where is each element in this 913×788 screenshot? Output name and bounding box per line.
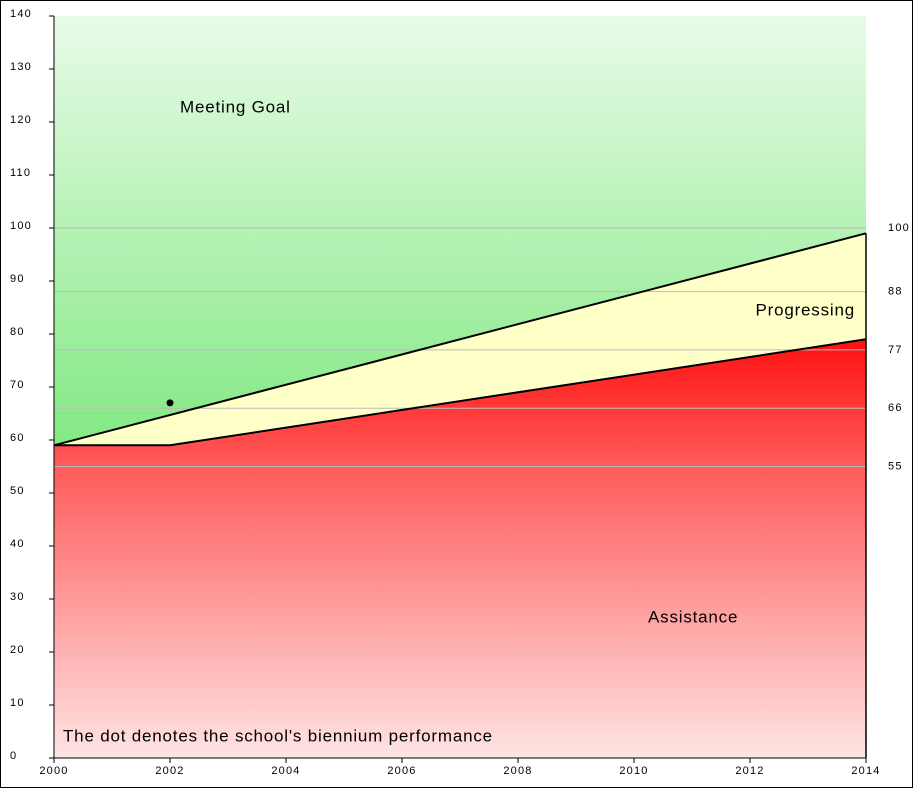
y-tick-label: 80 (10, 326, 25, 338)
annotation: Assistance (648, 607, 738, 626)
y-tick-label: 70 (10, 379, 25, 391)
dot (166, 399, 174, 407)
y-tick-label: 120 (10, 114, 32, 126)
x-tick-label: 2006 (387, 765, 416, 777)
x-tick-label: 2000 (39, 765, 68, 777)
y-tick-label: 0 (10, 750, 17, 762)
y-tick-label: 10 (10, 697, 25, 709)
x-tick-label: 2012 (735, 765, 764, 777)
y2-tick-label: 88 (888, 286, 903, 298)
line (54, 338, 867, 447)
y2-tick-label: 66 (888, 402, 903, 414)
y-tick-label: 20 (10, 644, 25, 656)
x-tick-label: 2002 (155, 765, 184, 777)
y-tick-label: 50 (10, 485, 25, 497)
y-tick-label: 60 (10, 432, 25, 444)
x-tick-label: 2014 (851, 765, 880, 777)
y-tick-label: 100 (10, 220, 32, 232)
y-tick-label: 90 (10, 273, 25, 285)
x-tick-label: 2008 (503, 765, 532, 777)
y-tick-label: 140 (10, 8, 32, 20)
y-tick-label: 110 (10, 167, 31, 179)
assistance-zone (54, 339, 866, 758)
y-tick-label: 40 (10, 538, 25, 550)
y-tick-label: 130 (10, 61, 32, 73)
x-tick-label: 2010 (619, 765, 648, 777)
x-tick-label: 2004 (271, 765, 300, 777)
y2-tick-label: 77 (888, 344, 903, 356)
y2-tick-label: 55 (888, 460, 903, 472)
line (53, 232, 867, 447)
y-tick-label: 30 (10, 591, 25, 603)
y2-tick-label: 100 (888, 222, 910, 234)
annotation: Meeting Goal (180, 97, 291, 116)
annotation: The dot denotes the school's biennium pe… (63, 726, 493, 745)
annotation: Progressing (755, 300, 855, 319)
